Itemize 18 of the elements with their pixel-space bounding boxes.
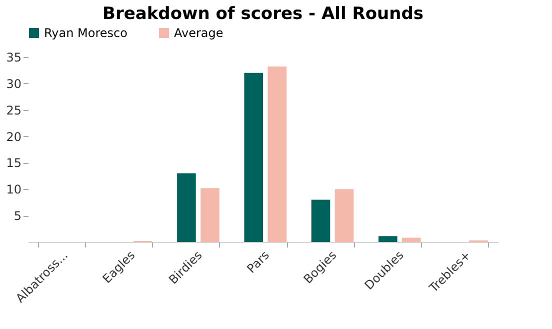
legend-label: Average [174, 26, 224, 40]
bar [311, 200, 330, 242]
bar [268, 66, 286, 242]
bar [177, 173, 196, 242]
bar [378, 236, 398, 242]
bar [334, 189, 354, 242]
y-tick-label: 35 [6, 50, 22, 64]
y-tick-label: 10 [6, 182, 22, 197]
chart-title: Breakdown of scores - All Rounds [102, 4, 424, 24]
y-tick-label: 25 [6, 103, 22, 118]
bar [244, 72, 263, 242]
legend-label: Ryan Moresco [44, 26, 128, 40]
y-tick-label: 30 [6, 76, 22, 91]
y-tick-label: 5 [14, 209, 22, 224]
bar [402, 238, 421, 242]
bar [200, 188, 220, 242]
y-tick-label: 15 [6, 156, 22, 170]
y-tick-label: 20 [6, 130, 22, 144]
